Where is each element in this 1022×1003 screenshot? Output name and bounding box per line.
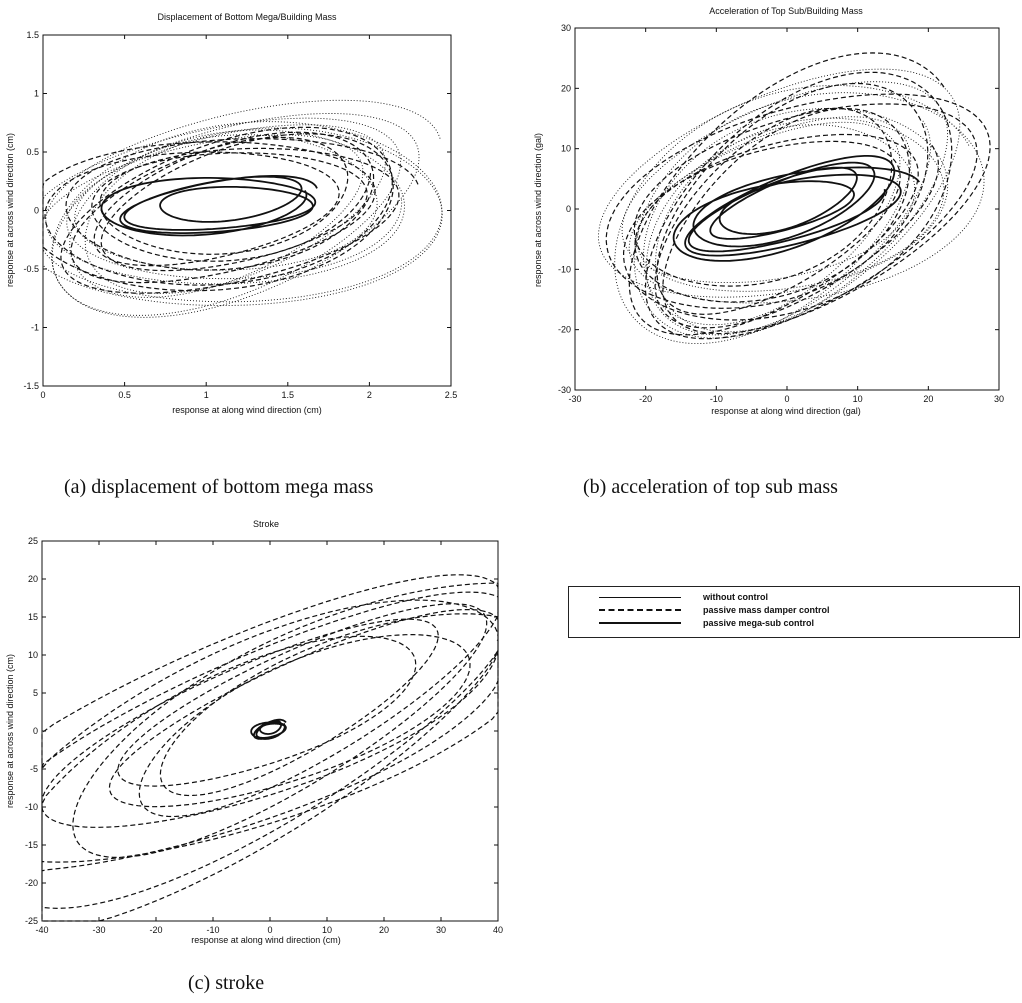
legend-item-passive-mass-damper: passive mass damper control (599, 604, 830, 616)
legend-swatch-solid (599, 596, 681, 598)
y-tick-label: 0 (566, 204, 571, 214)
series-line-dotted (42, 99, 443, 318)
y-tick-label: 0 (33, 726, 38, 736)
chart-a-ticks: 0 0.5 1 1.5 2 2.5 -1.5 -1 -0.5 0 0.5 1 1.5 (23, 30, 457, 400)
y-tick-label: -5 (30, 764, 38, 774)
chart-c: Stroke -40 -30 -20 -10 0 10 20 30 40 -25 -20 -15 -10… (5, 519, 503, 945)
x-tick-label: 10 (322, 925, 332, 935)
chart-a: Displacement of Bottom Mega/Building Mas… (5, 12, 457, 415)
series-line-solid (672, 155, 920, 262)
y-tick-label: -1 (31, 323, 39, 333)
y-tick-label: 30 (561, 23, 571, 33)
x-tick-label: 1 (204, 390, 209, 400)
y-tick-label: -10 (25, 802, 38, 812)
legend-label: without control (703, 592, 768, 602)
chart-b-title: Acceleration of Top Sub/Building Mass (709, 6, 863, 16)
chart-c-series (41, 574, 499, 922)
x-tick-label: -40 (35, 925, 48, 935)
y-tick-label: 10 (28, 650, 38, 660)
y-tick-label: 10 (561, 144, 571, 154)
y-tick-label: -0.5 (23, 264, 39, 274)
y-tick-label: -20 (25, 878, 38, 888)
series-line-dashed (605, 52, 991, 340)
legend-swatch-thick-solid (599, 622, 681, 624)
series-line-dashed (41, 574, 499, 922)
x-tick-label: 40 (493, 925, 503, 935)
legend: without control passive mass damper cont… (568, 586, 1020, 638)
legend-swatch-dashed (599, 609, 681, 611)
y-tick-label: 5 (33, 688, 38, 698)
x-tick-label: -20 (149, 925, 162, 935)
x-tick-label: -30 (568, 394, 581, 404)
x-tick-label: -10 (710, 394, 723, 404)
y-tick-label: -30 (558, 385, 571, 395)
legend-label: passive mega-sub control (703, 618, 815, 628)
chart-c-xlabel: response at along wind direction (cm) (191, 935, 341, 945)
y-tick-label: 15 (28, 612, 38, 622)
x-tick-label: -30 (92, 925, 105, 935)
series-line-dashed (42, 126, 419, 294)
y-tick-label: -10 (558, 264, 571, 274)
chart-a-title: Displacement of Bottom Mega/Building Mas… (157, 12, 337, 22)
legend-label: passive mass damper control (703, 605, 830, 615)
chart-b: Acceleration of Top Sub/Building Mass -3… (533, 6, 1004, 416)
chart-b-ylabel: response at across wind direction (gal) (533, 133, 543, 287)
chart-b-ticks: -30 -20 -10 0 10 20 30 -30 -20 -10 0 10 20 30 (558, 23, 1004, 404)
caption-b: (b) acceleration of top sub mass (583, 476, 838, 498)
x-tick-label: 0 (40, 390, 45, 400)
x-tick-label: 0 (267, 925, 272, 935)
chart-c-ylabel: response at across wind direction (cm) (5, 654, 15, 808)
x-tick-label: 20 (923, 394, 933, 404)
x-tick-label: -10 (206, 925, 219, 935)
x-tick-label: 30 (994, 394, 1004, 404)
x-tick-label: 0 (784, 394, 789, 404)
legend-item-without-control: without control (599, 591, 768, 603)
y-tick-label: 25 (28, 536, 38, 546)
chart-a-xlabel: response at along wind direction (cm) (172, 405, 322, 415)
chart-c-ticks: -40 -30 -20 -10 0 10 20 30 40 -25 -20 -15 -10 -5 0 5 10 1… (25, 536, 503, 935)
x-tick-label: 0.5 (118, 390, 131, 400)
chart-b-series (597, 52, 991, 345)
series-line-solid (100, 175, 318, 237)
x-tick-label: 1.5 (282, 390, 295, 400)
caption-a: (a) displacement of bottom mega mass (64, 476, 374, 498)
y-tick-label: -1.5 (23, 381, 39, 391)
x-tick-label: 2 (367, 390, 372, 400)
chart-c-axes-frame (41, 540, 499, 922)
chart-c-title: Stroke (253, 519, 279, 529)
x-tick-label: 30 (436, 925, 446, 935)
chart-b-xlabel: response at along wind direction (gal) (711, 406, 861, 416)
x-tick-label: 20 (379, 925, 389, 935)
y-tick-label: 20 (28, 574, 38, 584)
y-tick-label: 1 (34, 89, 39, 99)
y-tick-label: 20 (561, 83, 571, 93)
chart-a-series (42, 99, 443, 318)
y-tick-label: -20 (558, 325, 571, 335)
x-tick-label: 10 (853, 394, 863, 404)
x-tick-label: -20 (639, 394, 652, 404)
y-tick-label: 1.5 (26, 30, 39, 40)
chart-a-axes-frame (42, 34, 452, 387)
y-tick-label: 0 (34, 206, 39, 216)
y-tick-label: -25 (25, 916, 38, 926)
x-tick-label: 2.5 (445, 390, 458, 400)
chart-a-ylabel: response at across wind direction (cm) (5, 133, 15, 287)
legend-item-passive-mega-sub: passive mega-sub control (599, 617, 814, 629)
y-tick-label: -15 (25, 840, 38, 850)
caption-c: (c) stroke (188, 972, 265, 994)
series-line-solid (250, 718, 287, 740)
y-tick-label: 0.5 (26, 147, 39, 157)
